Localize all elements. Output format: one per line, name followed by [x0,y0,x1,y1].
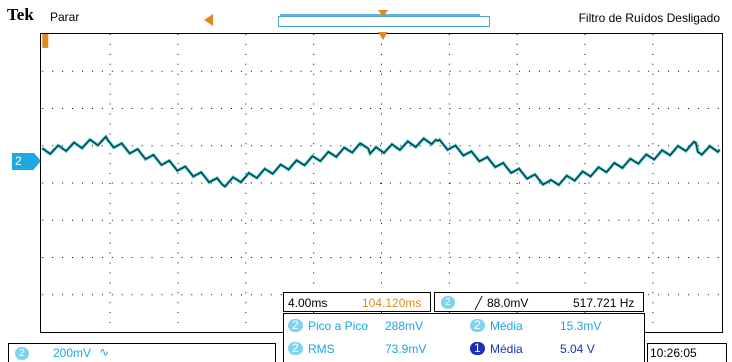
rising-edge-icon: ╱ [475,296,483,310]
measurement-value: 73.9mV [385,342,427,356]
measurement-source-badge: 1 [470,342,485,355]
timebase-position: 104.120ms [362,296,422,310]
measurement-value: 15.3mV [560,319,602,333]
timebase-scale: 4.00ms [288,296,328,310]
measurement-value: 5.04 V [560,342,595,356]
measurement-label: Média [490,319,523,333]
trigger-level: 88.0mV [487,296,529,310]
measurement-label: RMS [308,342,335,356]
trigger-frequency: 517.721 Hz [573,296,635,310]
measurements-panel: 2 Pico a Pico 288mV 2 Média 15.3mV 2 RMS… [283,313,645,362]
measurement-source-badge: 2 [288,342,303,355]
clock-time: 10:26:05 [650,346,697,360]
channel-2-ground-marker[interactable]: 2 [12,153,41,170]
ac-coupling-icon: ∿ [99,345,110,359]
trigger-source-badge: 2 [441,296,455,309]
measurement-value: 288mV [385,319,424,333]
record-trigger-icon [378,10,388,17]
record-length-bar [278,16,490,27]
trigger-readout[interactable]: 2 ╱ 88.0mV 517.721 Hz [434,292,644,312]
measurement-label: Média [490,342,523,356]
channel-2-readout[interactable]: 2 200mV ∿ [8,343,276,362]
trigger-marker-icon [42,32,388,48]
measurement-source-badge: 2 [288,319,303,332]
filter-status: Filtro de Ruídos Desligado [578,11,720,25]
channel-scale: 200mV [53,346,92,360]
trigger-position-icon [204,14,213,26]
channel-source-badge: 2 [15,347,29,360]
measurement-label: Pico a Pico [308,319,369,333]
measurement-source-badge: 2 [470,319,485,332]
timebase-readout[interactable]: 4.00ms 104.120ms [283,292,431,312]
brand-logo: Tek [7,5,34,24]
run-status[interactable]: Parar [50,10,80,24]
clock: 10:26:05 [647,343,727,362]
waveform-graticule [40,32,723,333]
